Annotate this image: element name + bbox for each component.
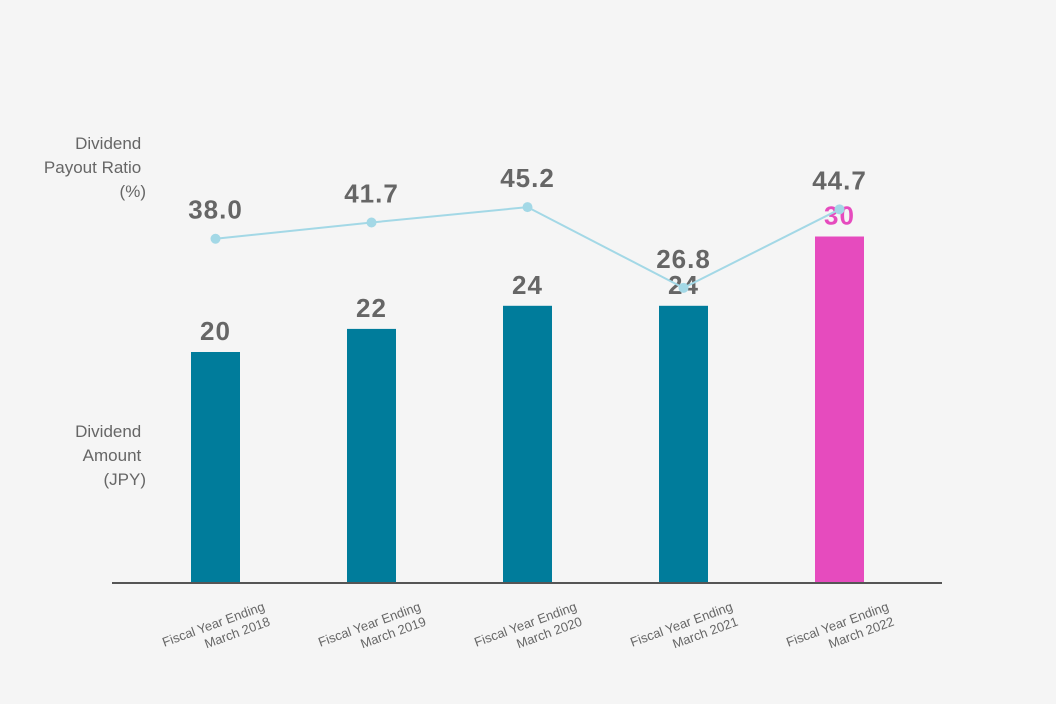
bar-value-label: 20 (200, 316, 231, 346)
payout-ratio-point (678, 282, 689, 293)
bar-value-label: 22 (356, 293, 387, 323)
payout-ratio-point (522, 202, 533, 213)
payout-ratio-label: 38.0 (188, 195, 243, 225)
bar-2 (347, 328, 396, 583)
bar-series: 2022242430 (191, 201, 864, 583)
x-tick-label: Fiscal Year EndingMarch 2020 (472, 599, 584, 665)
payout-ratio-point (366, 217, 377, 228)
payout-ratio-label: 45.2 (500, 163, 555, 193)
bar-5 (815, 236, 864, 583)
bar-value-label: 24 (512, 270, 543, 300)
payout-ratio-label: 26.8 (656, 244, 711, 274)
bar-axis-label: Dividend Amount (JPY) (75, 422, 146, 489)
x-tick-label: Fiscal Year EndingMarch 2018 (160, 599, 272, 665)
payout-ratio-label: 41.7 (344, 178, 399, 208)
bar-1 (191, 352, 240, 583)
payout-ratio-series: 38.0 41.7 45.2 26.8 44.7 (188, 163, 867, 293)
x-tick-label: Fiscal Year EndingMarch 2021 (628, 599, 740, 665)
bar-4 (659, 305, 708, 583)
payout-ratio-label: 44.7 (812, 165, 867, 195)
x-axis-ticks: Fiscal Year EndingMarch 2018 Fiscal Year … (160, 599, 896, 665)
x-tick-label: Fiscal Year EndingMarch 2019 (316, 599, 428, 665)
x-tick-label: Fiscal Year EndingMarch 2022 (784, 599, 896, 665)
line-axis-label: Dividend Payout Ratio (%) (44, 134, 146, 201)
payout-ratio-point (210, 233, 221, 244)
payout-ratio-point (834, 204, 845, 215)
bar-3 (503, 305, 552, 583)
